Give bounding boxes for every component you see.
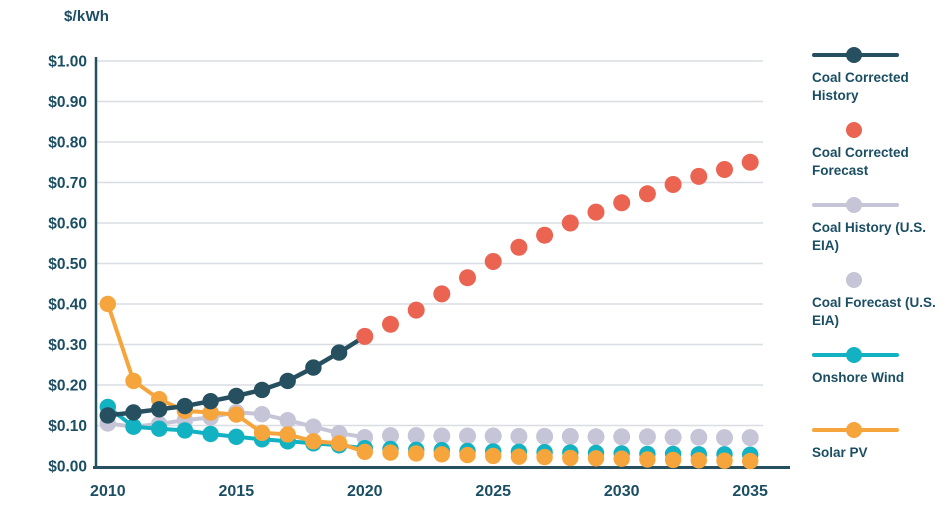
svg-text:2035: 2035 xyxy=(732,483,768,500)
gridlines xyxy=(95,60,763,427)
svg-text:$0.80: $0.80 xyxy=(48,135,87,152)
series-coal-forecast-u-s-eia xyxy=(382,427,759,447)
svg-text:2020: 2020 xyxy=(347,483,383,500)
legend-label: Onshore Wind xyxy=(812,370,905,385)
legend-label: Solar PV xyxy=(812,445,868,460)
svg-text:2030: 2030 xyxy=(604,483,640,500)
dot-symbol xyxy=(812,122,899,138)
chart-legend: Coal Corrected History Coal Corrected Fo… xyxy=(812,47,946,497)
svg-text:$0.20: $0.20 xyxy=(48,378,87,395)
y-axis-tick-labels: $1.00 $0.90 $0.80 $0.70 $0.60 $0.50 $0.40 $0.30… xyxy=(48,54,87,476)
price-chart: $1.00 $0.90 $0.80 $0.70 $0.60 $0.50 $0.40 $0.30… xyxy=(48,54,790,500)
svg-text:$0.60: $0.60 xyxy=(48,216,87,233)
svg-text:2010: 2010 xyxy=(90,483,126,500)
series-coal-corrected-forecast xyxy=(356,153,759,345)
legend-label: Coal Forecast (U.S. EIA) xyxy=(812,295,936,328)
series-onshore-wind xyxy=(99,398,759,463)
line-dot-symbol xyxy=(812,422,899,438)
svg-text:2025: 2025 xyxy=(475,483,511,500)
line-dot-symbol xyxy=(812,47,899,63)
line-dot-symbol xyxy=(812,347,899,363)
svg-text:$0.50: $0.50 xyxy=(48,256,87,273)
svg-text:$0.90: $0.90 xyxy=(48,94,87,111)
svg-text:2015: 2015 xyxy=(219,483,255,500)
svg-text:$0.10: $0.10 xyxy=(48,418,87,435)
legend-item-solar-pv: Solar PV xyxy=(812,422,946,480)
legend-label: Coal History (U.S. EIA) xyxy=(812,220,927,253)
dot-symbol xyxy=(812,272,899,288)
series-coal-corrected-history xyxy=(99,328,373,424)
svg-text:$1.00: $1.00 xyxy=(48,54,87,71)
svg-text:$0.40: $0.40 xyxy=(48,297,87,314)
legend-item-coal-history-eia: Coal History (U.S. EIA) xyxy=(812,197,946,255)
legend-item-coal-forecast-eia: Coal Forecast (U.S. EIA) xyxy=(812,272,946,330)
y-axis-unit-label: $/kWh xyxy=(64,8,110,25)
legend-item-onshore-wind: Onshore Wind xyxy=(812,347,946,405)
series-solar-pv xyxy=(99,295,759,470)
x-axis-tick-labels: 2010 2015 2020 2025 2030 2035 xyxy=(90,483,768,500)
line-dot-symbol xyxy=(812,197,899,213)
svg-text:$0.30: $0.30 xyxy=(48,337,87,354)
svg-text:$0.00: $0.00 xyxy=(48,459,87,476)
svg-text:$0.70: $0.70 xyxy=(48,175,87,192)
legend-item-coal-corrected-history: Coal Corrected History xyxy=(812,47,946,105)
legend-item-coal-corrected-forecast: Coal Corrected Forecast xyxy=(812,122,946,180)
legend-label: Coal Corrected Forecast xyxy=(812,145,909,178)
legend-label: Coal Corrected History xyxy=(812,70,909,103)
